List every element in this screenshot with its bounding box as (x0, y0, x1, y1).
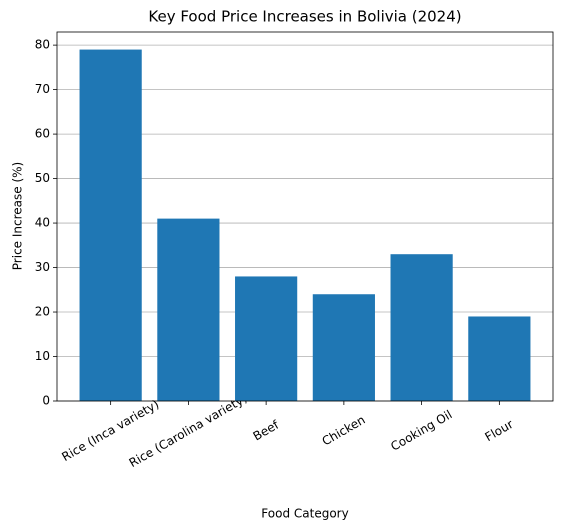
y-axis-label: Price Increase (%) (11, 162, 25, 270)
x-tick-label: Chicken (320, 413, 368, 449)
x-tick-label: Beef (251, 417, 282, 443)
y-tick-label: 10 (35, 349, 50, 363)
x-tick-label: Flour (483, 417, 516, 444)
y-tick-label: 80 (35, 38, 50, 52)
bar (312, 294, 375, 401)
bar (235, 276, 298, 401)
bar (79, 49, 142, 401)
y-tick-label: 40 (35, 216, 50, 230)
x-axis-label: Food Category (261, 507, 348, 521)
x-tick-label: Cooking Oil (388, 407, 454, 453)
y-tick-label: 60 (35, 127, 50, 141)
y-tick-label: 70 (35, 82, 50, 96)
bar (390, 254, 453, 401)
y-tick-label: 20 (35, 305, 50, 319)
bar (157, 218, 220, 401)
y-tick-label: 0 (42, 394, 50, 408)
y-tick-label: 50 (35, 171, 50, 185)
y-tick-label: 30 (35, 260, 50, 274)
plot-frame (56, 31, 554, 402)
bar (468, 316, 531, 401)
chart-title: Key Food Price Increases in Bolivia (202… (148, 8, 461, 26)
